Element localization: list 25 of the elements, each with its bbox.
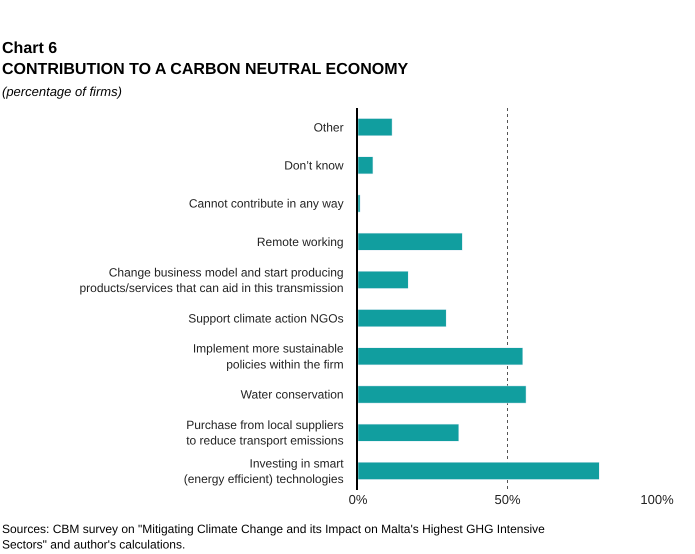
y-tick-label: Cannot contribute in any way <box>188 196 344 211</box>
y-tick-label: Don’t know <box>284 158 344 172</box>
text: (percentage of firms) <box>2 84 122 99</box>
y-tick-label: Purchase from local suppliers to reduce transport emissions <box>186 418 344 448</box>
y-tick-label: Implement more sustainable policies within the firm <box>192 342 344 372</box>
bar <box>358 309 446 327</box>
y-tick-label: Support climate action NGOs <box>188 311 344 326</box>
bar <box>358 271 408 289</box>
y-tick-label: Investing in smart (energy efficient) technologies <box>184 456 344 486</box>
bar <box>358 386 526 404</box>
bar <box>358 118 392 136</box>
y-tick-label: Remote working <box>256 234 344 249</box>
x-tick-label: 0% <box>348 492 368 507</box>
bar <box>358 462 600 480</box>
bar <box>358 424 460 442</box>
y-tick-label: Change business model and start producing products/services that can aid in this transmission <box>79 265 344 295</box>
bar <box>358 156 374 174</box>
text: Chart 6 CONTRIBUTION TO A CARBON NEUTRAL ECONOMY <box>2 40 409 78</box>
y-tick-label: Other <box>314 120 344 134</box>
bar <box>358 232 463 251</box>
y-tick-label: Water conservation <box>240 388 344 402</box>
source-note: Sources: CBM survey on "Mitigating Climate Change and its Impact on Malta's Highest GHG Intensive Sectors" and author's calculations. <box>2 522 546 552</box>
bar <box>358 347 523 366</box>
x-tick-label: 50% <box>494 492 521 507</box>
x-tick-label: 100% <box>640 492 674 507</box>
